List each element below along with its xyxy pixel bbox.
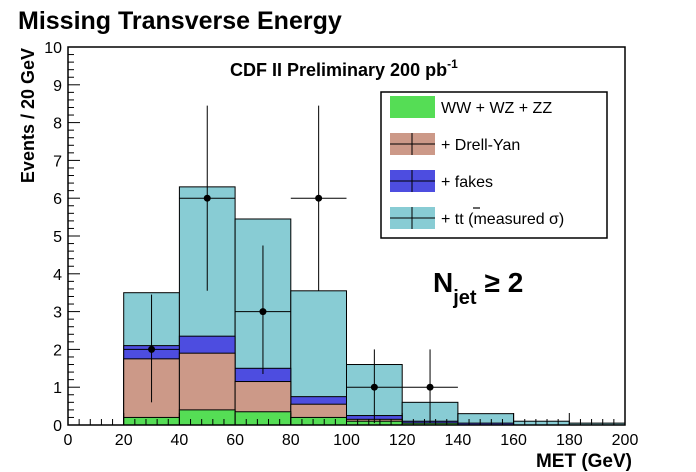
data-point-1 xyxy=(179,105,236,291)
x-tick-label: 160 xyxy=(500,432,527,449)
y-tick-label: 1 xyxy=(53,380,62,397)
legend-label: WW + WZ + ZZ xyxy=(441,100,552,117)
x-tick-label: 140 xyxy=(445,432,472,449)
x-tick-label: 20 xyxy=(115,432,133,449)
data-point-5 xyxy=(402,349,458,424)
x-tick-label: 40 xyxy=(171,432,189,449)
chart-title: Missing Transverse Energy xyxy=(18,7,342,35)
data-points xyxy=(123,105,458,424)
y-tick-label: 5 xyxy=(53,229,62,246)
x-tick-label: 200 xyxy=(612,432,639,449)
legend-label: + tt (measured σ) xyxy=(441,211,564,228)
bar-0-bin-3 xyxy=(234,411,292,426)
njet-sub: jet xyxy=(452,287,477,309)
y-tick-label: 9 xyxy=(53,78,62,95)
legend-swatch xyxy=(390,96,435,118)
legend-item-1: + Drell-Yan xyxy=(390,133,520,155)
y-tick-label: 2 xyxy=(53,342,62,359)
x-tick-label: 100 xyxy=(333,432,360,449)
y-tick-label: 4 xyxy=(53,267,62,284)
njet-label: Njet ≥ 2 xyxy=(433,267,523,309)
marker xyxy=(315,194,323,202)
bar-0-bin-2 xyxy=(178,409,236,426)
legend-label: + fakes xyxy=(441,174,493,191)
legend-item-2: + fakes xyxy=(390,170,493,192)
data-point-0 xyxy=(123,294,180,403)
cdf-annotation: CDF II Preliminary 200 pb-1 xyxy=(230,57,458,80)
y-tick-label: 10 xyxy=(44,40,62,57)
bar-0-bin-4 xyxy=(290,416,347,426)
legend-item-0: WW + WZ + ZZ xyxy=(390,96,552,118)
bar-0-bin-1 xyxy=(123,416,180,426)
marker xyxy=(148,345,156,353)
data-point-4 xyxy=(346,349,403,424)
legend-item-3: + tt (measured σ) xyxy=(390,207,564,229)
x-axis-label: MET (GeV) xyxy=(536,451,632,472)
legend: WW + WZ + ZZ + Drell-Yan + fakes + tt (meas… xyxy=(380,91,608,239)
y-tick-label: 3 xyxy=(53,305,62,322)
x-tick-label: 80 xyxy=(282,432,300,449)
x-tick-label: 0 xyxy=(64,432,73,449)
marker xyxy=(426,383,434,391)
annotation-sup: -1 xyxy=(447,57,458,71)
y-tick-label: 7 xyxy=(53,153,62,170)
marker xyxy=(259,308,267,316)
marker xyxy=(203,194,211,202)
njet-rel: ≥ 2 xyxy=(485,267,524,298)
y-tick-label: 0 xyxy=(53,418,62,435)
njet-main: N xyxy=(433,267,453,298)
x-tick-label: 180 xyxy=(556,432,583,449)
data-point-2 xyxy=(235,245,291,374)
axes: 0 20 40 60 80 100 120 140 160 180 200 0 1 2 3 4 5 6 7 8 9 10 xyxy=(44,40,638,449)
y-tick-label: 6 xyxy=(53,191,62,208)
x-tick-label: 120 xyxy=(389,432,416,449)
legend-label: + Drell-Yan xyxy=(441,137,520,154)
data-point-3 xyxy=(290,105,347,291)
y-tick-label: 8 xyxy=(53,116,62,133)
marker xyxy=(370,383,378,391)
annotation-text: CDF II Preliminary 200 pb xyxy=(230,60,447,80)
x-tick-label: 60 xyxy=(226,432,244,449)
y-axis-label: Events / 20 GeV xyxy=(18,48,38,183)
